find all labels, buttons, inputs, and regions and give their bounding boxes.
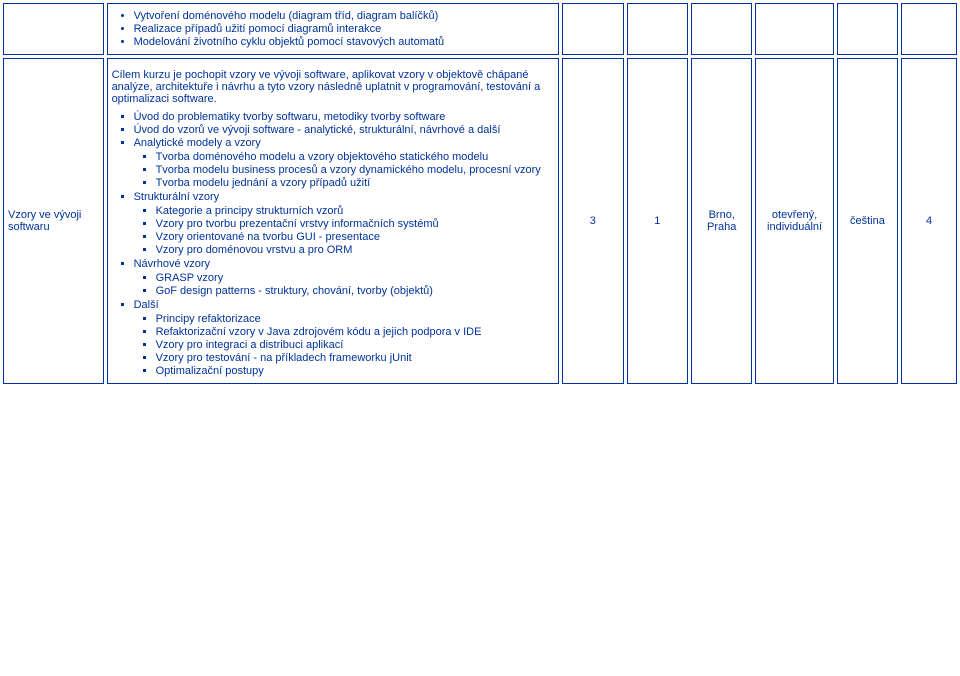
cell-col4 [627,3,688,55]
cell-col4: 1 [627,58,688,384]
cell-col3 [562,3,623,55]
list-item: GRASP vzory [156,272,555,284]
cell-col5: Brno, Praha [691,58,752,384]
list-item: Vzory pro testování - na příkladech fram… [156,352,555,364]
bullet-list-lvl2: Tvorba doménového modelu a vzory objekto… [156,151,555,189]
cell-content: Cílem kurzu je pochopit vzory ve vývoji … [107,58,560,384]
course-table: Vytvoření doménového modelu (diagram tří… [0,0,960,387]
cell-course-name [3,3,104,55]
table-row: Vytvoření doménového modelu (diagram tří… [3,3,957,55]
list-item: Vzory pro integraci a distribuci aplikac… [156,339,555,351]
list-item: Vzory orientované na tvorbu GUI - presen… [156,231,555,243]
list-item: Kategorie a principy strukturních vzorů [156,205,555,217]
list-item: Modelování životního cyklu objektů pomoc… [134,36,555,48]
list-item: Tvorba doménového modelu a vzory objekto… [156,151,555,163]
cell-col6: otevřený, individuální [755,58,833,384]
list-item: Další Principy refaktorizace Refaktoriza… [134,299,555,377]
bullet-list-lvl2: Principy refaktorizace Refaktorizační vz… [156,313,555,377]
intro-paragraph: Cílem kurzu je pochopit vzory ve vývoji … [112,69,555,105]
cell-col7 [837,3,898,55]
cell-col8: 4 [901,58,957,384]
list-item-label: Analytické modely a vzory [134,137,261,149]
list-item: Principy refaktorizace [156,313,555,325]
cell-course-name: Vzory ve vývoji softwaru [3,58,104,384]
list-item: Refaktorizační vzory v Java zdrojovém kó… [156,326,555,338]
list-item: Úvod do vzorů ve vývoji software - analy… [134,124,555,136]
list-item-label: Další [134,299,159,311]
bullet-list-lvl1: Úvod do problematiky tvorby softwaru, me… [134,111,555,377]
cell-col7: čeština [837,58,898,384]
list-item: GoF design patterns - struktury, chování… [156,285,555,297]
list-item: Tvorba modelu jednání a vzory případů už… [156,177,555,189]
list-item: Návrhové vzory GRASP vzory GoF design pa… [134,258,555,297]
list-item: Optimalizační postupy [156,365,555,377]
list-item: Vzory pro doménovou vrstvu a pro ORM [156,244,555,256]
list-item: Analytické modely a vzory Tvorba doménov… [134,137,555,189]
bullet-list-lvl2: GRASP vzory GoF design patterns - strukt… [156,272,555,297]
bullet-list-lvl2: Kategorie a principy strukturních vzorů … [156,205,555,256]
cell-col5 [691,3,752,55]
list-item-label: Strukturální vzory [134,191,220,203]
list-item: Realizace případů užití pomocí diagramů … [134,23,555,35]
cell-col8 [901,3,957,55]
list-item: Strukturální vzory Kategorie a principy … [134,191,555,256]
cell-col3: 3 [562,58,623,384]
list-item: Vytvoření doménového modelu (diagram tří… [134,10,555,22]
cell-col6 [755,3,833,55]
bullet-list: Vytvoření doménového modelu (diagram tří… [134,10,555,48]
list-item: Vzory pro tvorbu prezentační vrstvy info… [156,218,555,230]
list-item: Tvorba modelu business procesů a vzory d… [156,164,555,176]
list-item-label: Návrhové vzory [134,258,210,270]
table-row: Vzory ve vývoji softwaru Cílem kurzu je … [3,58,957,384]
cell-content: Vytvoření doménového modelu (diagram tří… [107,3,560,55]
list-item: Úvod do problematiky tvorby softwaru, me… [134,111,555,123]
